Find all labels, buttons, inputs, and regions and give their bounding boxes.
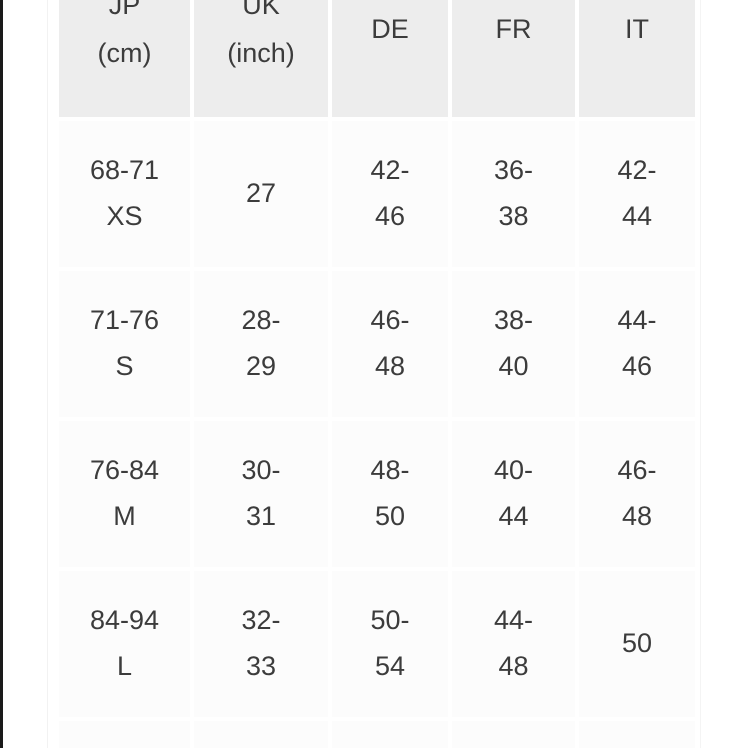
cell-de: 46- 48 xyxy=(332,271,448,417)
cell-it: 50 xyxy=(579,571,695,717)
cell-fr-line2: 40 xyxy=(498,351,529,381)
cell-jp: 76-84 M xyxy=(59,421,190,567)
column-header-de: DE xyxy=(332,0,448,117)
cell-it-line2: 48 xyxy=(621,501,653,531)
cell-uk-line1: 27 xyxy=(245,178,277,209)
table-row: 84-94 L 32- 33 50- 54 xyxy=(59,571,695,717)
column-header-uk-primary: UK xyxy=(242,0,280,20)
cell-de-line1: 42- xyxy=(370,155,410,186)
cell-uk: 28- 29 xyxy=(194,271,328,417)
cell-jp-range: 76-84 xyxy=(89,455,160,486)
cell-jp-range: 71-76 xyxy=(89,305,160,336)
cell-it: 44- 46 xyxy=(579,271,695,417)
cell-de-line2: 54 xyxy=(374,651,406,681)
cell-de-line2: 46 xyxy=(374,201,406,231)
cell-jp: 84-94 L xyxy=(59,571,190,717)
cell-de-line1: 50- xyxy=(370,605,410,636)
cell-fr-line1: 44- xyxy=(493,605,534,636)
column-header-uk-unit: (inch) xyxy=(227,37,295,68)
cell-jp: 68-71 XS xyxy=(59,121,190,267)
size-conversion-table: JP (cm) UK (inch) DE xyxy=(55,0,699,748)
cell-jp-size: M xyxy=(113,501,136,531)
cell-uk-line1: 28- xyxy=(241,305,281,336)
cell-de-line2: 48 xyxy=(374,351,406,381)
cell-uk xyxy=(194,721,328,748)
cell-fr-line1: 38- xyxy=(493,305,534,336)
table-header-row: JP (cm) UK (inch) DE xyxy=(59,0,695,117)
cell-jp-size: XS xyxy=(106,201,143,231)
cell-fr: 36- 38 xyxy=(452,121,575,267)
cell-de: 48- 50 xyxy=(332,421,448,567)
column-header-fr-primary: FR xyxy=(495,13,532,44)
cell-fr: 38- 40 xyxy=(452,271,575,417)
cell-uk-line2: 33 xyxy=(245,651,277,681)
cell-fr: 44- 48 xyxy=(452,571,575,717)
left-edge-strip xyxy=(0,0,3,748)
column-header-de-primary: DE xyxy=(371,13,409,44)
cell-jp: 71-76 S xyxy=(59,271,190,417)
cell-uk: 27 xyxy=(194,121,328,267)
cell-fr: 40- 44 xyxy=(452,421,575,567)
column-header-jp: JP (cm) xyxy=(59,0,190,117)
table-body: 68-71 XS 27 42- 46 3 xyxy=(59,121,695,748)
cell-it-line1: 50 xyxy=(621,628,653,659)
cell-uk-line2: 29 xyxy=(245,351,277,381)
cell-fr-line1: 36- xyxy=(493,155,534,186)
column-header-jp-primary: JP xyxy=(108,0,141,20)
table-row: 76-84 M 30- 31 48- 50 xyxy=(59,421,695,567)
right-gutter-divider xyxy=(700,0,701,748)
cell-it-line1: 42- xyxy=(617,155,657,186)
cell-it xyxy=(579,721,695,748)
cell-fr-line2: 48 xyxy=(498,651,529,681)
table-row: 71-76 S 28- 29 46- 48 xyxy=(59,271,695,417)
table-row xyxy=(59,721,695,748)
cell-uk-line1: 32- xyxy=(241,605,281,636)
cell-jp xyxy=(59,721,190,748)
cell-fr-line2: 44 xyxy=(498,501,529,531)
cell-de: 50- 54 xyxy=(332,571,448,717)
cell-fr xyxy=(452,721,575,748)
cell-fr-line1: 40- xyxy=(493,455,534,486)
cell-uk: 32- 33 xyxy=(194,571,328,717)
left-gutter-divider xyxy=(47,0,48,748)
column-header-it-primary: IT xyxy=(625,13,649,44)
cell-it-line2: 46 xyxy=(621,351,653,381)
cell-jp-range: 68-71 xyxy=(89,155,160,186)
cell-de: 42- 46 xyxy=(332,121,448,267)
column-header-jp-unit: (cm) xyxy=(97,37,152,68)
table-row: 68-71 XS 27 42- 46 3 xyxy=(59,121,695,267)
cell-it: 42- 44 xyxy=(579,121,695,267)
cell-it: 46- 48 xyxy=(579,421,695,567)
cell-uk-line2: 31 xyxy=(245,501,277,531)
column-header-uk: UK (inch) xyxy=(194,0,328,117)
cell-it-line2: 44 xyxy=(621,201,653,231)
cell-jp-range: 84-94 xyxy=(89,605,160,636)
cell-de xyxy=(332,721,448,748)
cell-it-line1: 46- xyxy=(617,455,657,486)
cell-de-line1: 46- xyxy=(370,305,410,336)
cell-jp-size: S xyxy=(115,351,134,381)
column-header-fr: FR xyxy=(452,0,575,117)
table-header: JP (cm) UK (inch) DE xyxy=(59,0,695,117)
cell-de-line2: 50 xyxy=(374,501,406,531)
cell-de-line1: 48- xyxy=(370,455,410,486)
column-header-it: IT xyxy=(579,0,695,117)
cell-it-line1: 44- xyxy=(617,305,657,336)
cell-uk: 30- 31 xyxy=(194,421,328,567)
cell-fr-line2: 38 xyxy=(498,201,529,231)
cell-uk-line1: 30- xyxy=(241,455,281,486)
cell-jp-size: L xyxy=(116,651,133,681)
